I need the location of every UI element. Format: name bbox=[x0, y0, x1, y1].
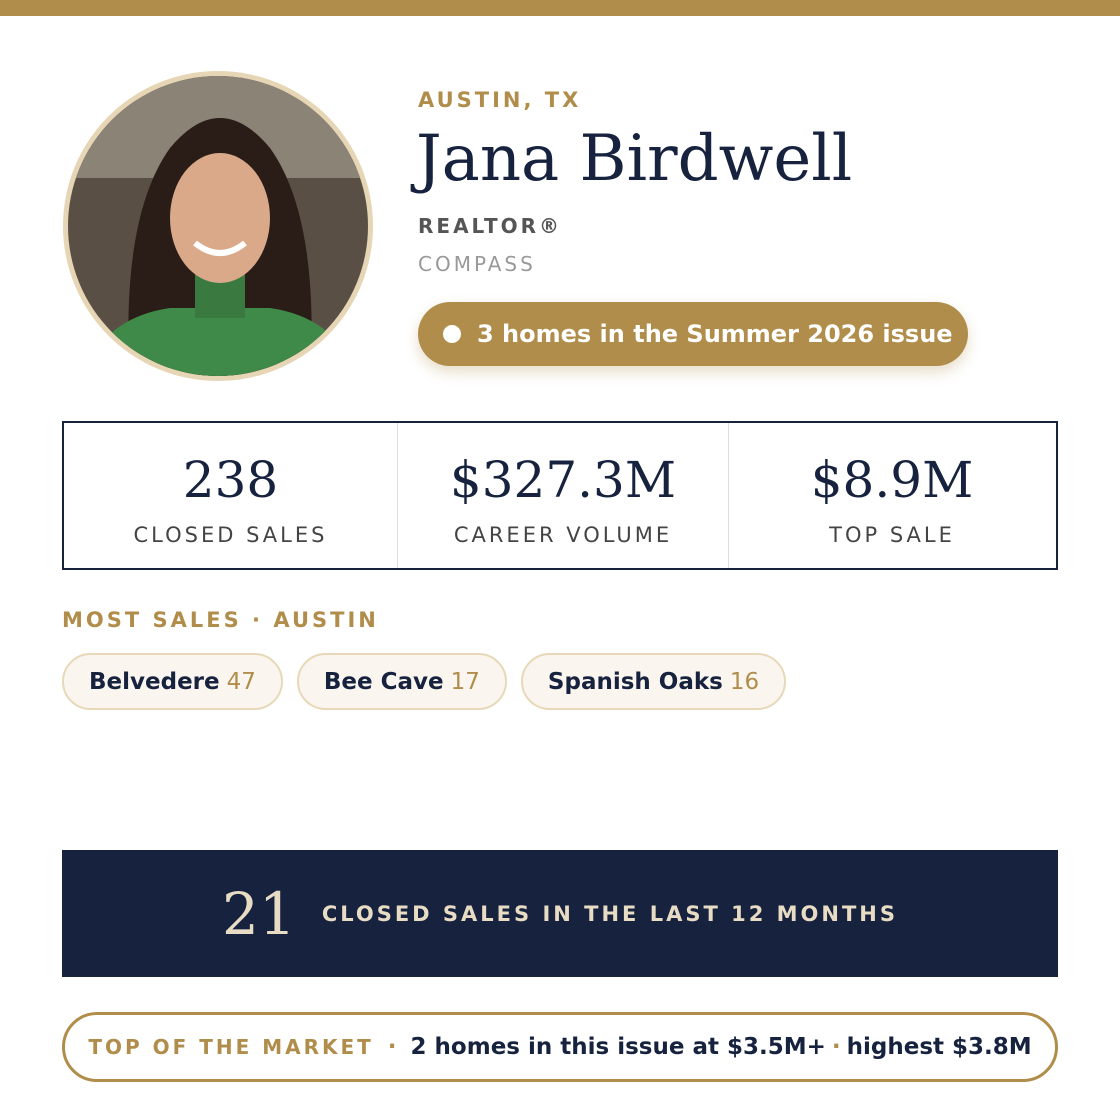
stat: $8.9M TOP SALE bbox=[728, 423, 1056, 568]
badge-text: 3 homes in the Summer 2026 issue bbox=[477, 320, 953, 348]
market-footer: TOP OF THE MARKET · 2 homes in this issu… bbox=[62, 1012, 1058, 1082]
area-name: Spanish Oaks bbox=[547, 668, 723, 695]
stat-value: $327.3M bbox=[449, 451, 677, 509]
agent-title: REALTOR® bbox=[418, 214, 563, 238]
area-count: 47 bbox=[226, 668, 256, 695]
stat-value: 238 bbox=[182, 451, 279, 509]
issue-badge: 3 homes in the Summer 2026 issue bbox=[418, 302, 968, 366]
banner-text: CLOSED SALES IN THE LAST 12 MONTHS bbox=[321, 901, 898, 926]
footer-label: TOP OF THE MARKET bbox=[88, 1035, 374, 1059]
top-bar bbox=[0, 0, 1120, 16]
stat-label: CAREER VOLUME bbox=[453, 523, 673, 547]
stat: 238 CLOSED SALES bbox=[64, 423, 397, 568]
sales-banner: 21 CLOSED SALES IN THE LAST 12 MONTHS bbox=[62, 850, 1058, 977]
agent-name: Jana Birdwell bbox=[416, 122, 853, 196]
area-chip: Bee Cave 17 bbox=[296, 653, 507, 710]
area-name: Belvedere bbox=[89, 668, 220, 695]
stat-label: TOP SALE bbox=[829, 523, 955, 547]
brokerage: COMPASS bbox=[418, 252, 536, 276]
footer-detail: 2 homes in this issue at $3.5M+ bbox=[410, 1034, 826, 1060]
area-count: 17 bbox=[450, 668, 480, 695]
location: AUSTIN, TX bbox=[418, 88, 582, 112]
area-chips: Belvedere 47 Bee Cave 17 Spanish Oaks 16 bbox=[62, 653, 800, 710]
footer-separator: · bbox=[387, 1034, 397, 1060]
stat: $327.3M CAREER VOLUME bbox=[397, 423, 729, 568]
stat-label: CLOSED SALES bbox=[133, 523, 328, 547]
stat-value: $8.9M bbox=[810, 451, 974, 509]
footer-separator: · bbox=[831, 1034, 841, 1060]
banner-count: 21 bbox=[222, 879, 296, 948]
stats-box: 238 CLOSED SALES $327.3M CAREER VOLUME $8.… bbox=[62, 421, 1058, 570]
most-sales-heading: MOST SALES · AUSTIN bbox=[62, 608, 379, 632]
area-count: 16 bbox=[729, 668, 760, 695]
profile-photo bbox=[63, 71, 373, 381]
area-chip: Belvedere 47 bbox=[62, 653, 283, 710]
area-chip: Spanish Oaks 16 bbox=[520, 653, 787, 710]
footer-highest: highest $3.8M bbox=[846, 1034, 1032, 1060]
area-name: Bee Cave bbox=[323, 668, 444, 695]
badge-dot bbox=[443, 325, 461, 343]
